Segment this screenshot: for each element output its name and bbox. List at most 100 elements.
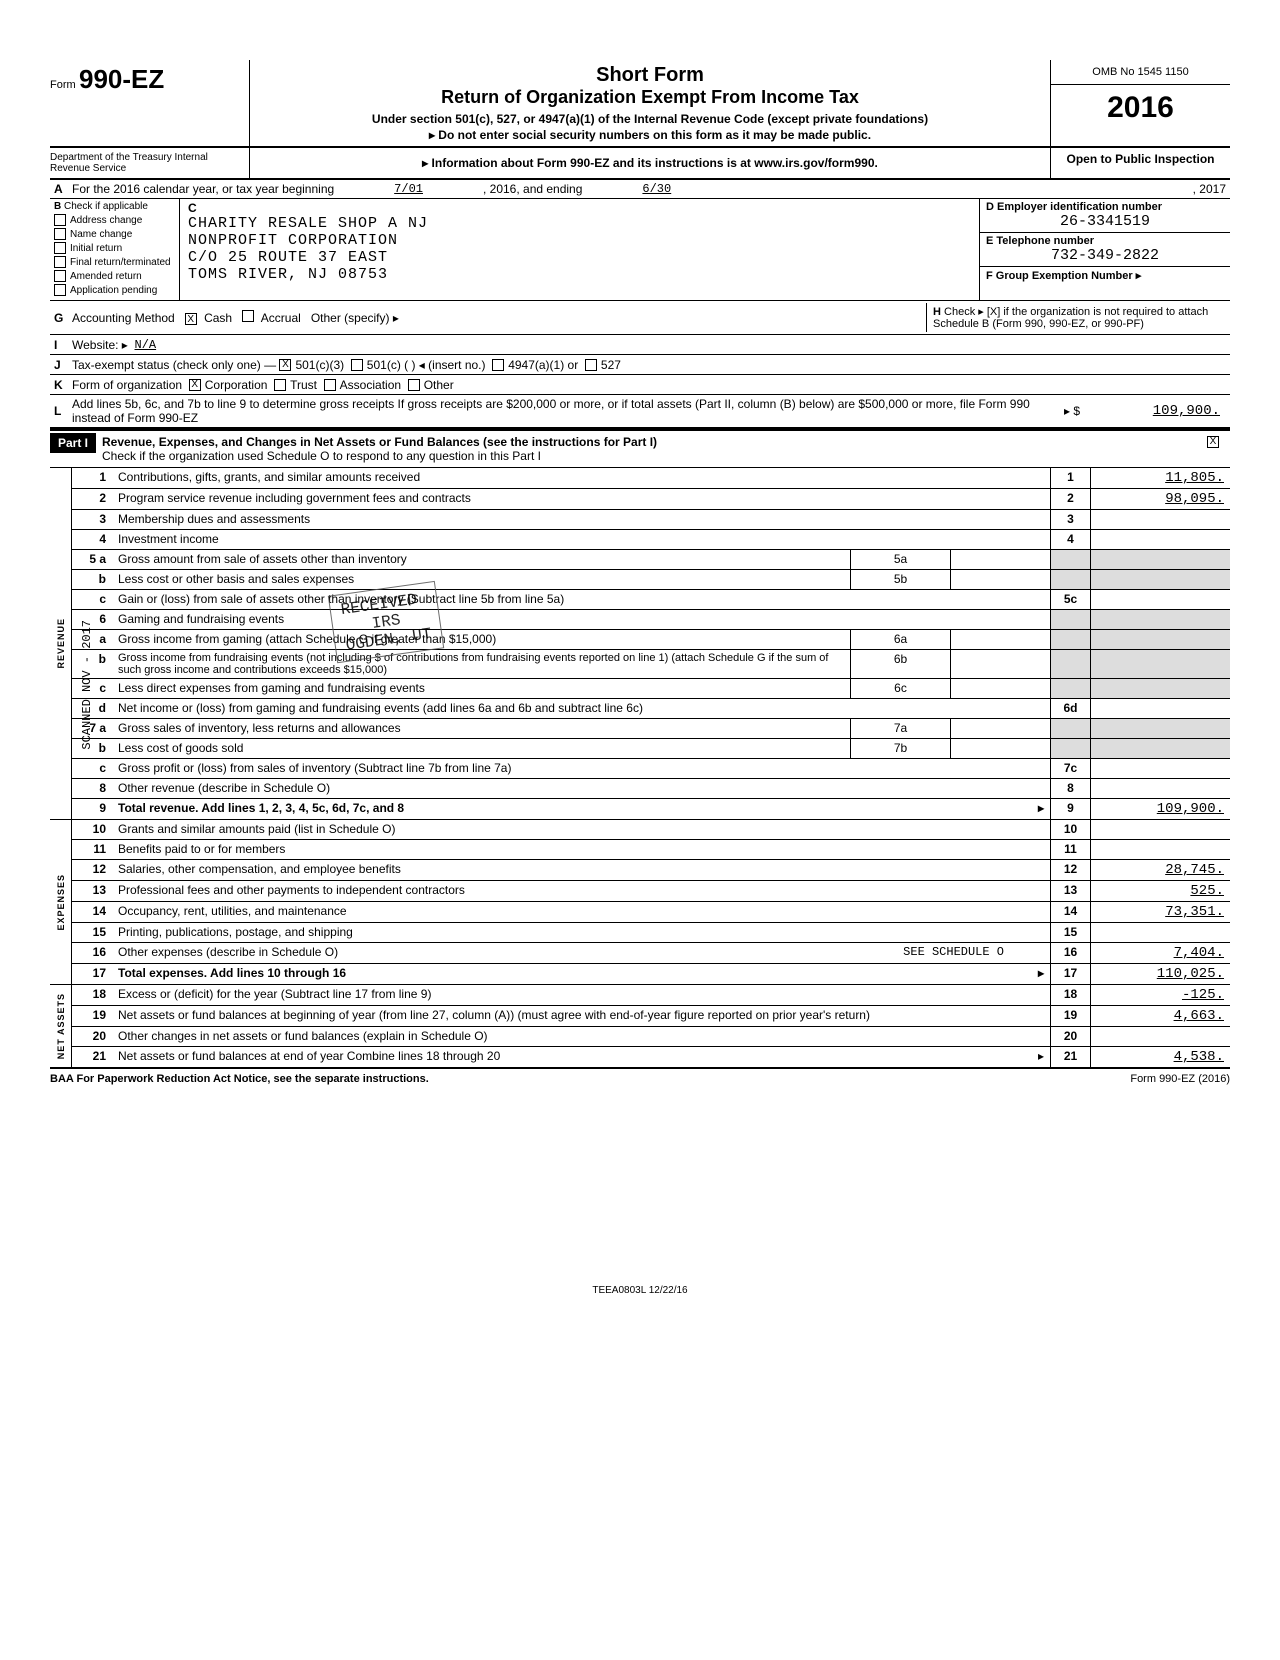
side-expenses: EXPENSES — [56, 874, 66, 931]
row-7b-val — [1090, 739, 1230, 758]
chk-501c[interactable] — [351, 359, 363, 371]
row-7a-num: 7 a — [72, 719, 112, 738]
row-8-desc: Other revenue (describe in Schedule O) — [112, 779, 1050, 798]
row-16-val: 7,404. — [1090, 943, 1230, 963]
g-cash: Cash — [204, 311, 232, 325]
row-2-val: 98,095. — [1090, 489, 1230, 509]
row-21-val: 4,538. — [1090, 1047, 1230, 1067]
info-url: ▸ Information about Form 990-EZ and its … — [250, 148, 1050, 178]
short-form-label: Short Form — [258, 64, 1042, 87]
chk-name-change[interactable] — [54, 228, 66, 240]
row-6b-num2 — [1050, 650, 1090, 678]
form-number: 990-EZ — [79, 64, 164, 94]
b-item-1: Name change — [70, 229, 132, 240]
chk-pending[interactable] — [54, 284, 66, 296]
chk-final[interactable] — [54, 256, 66, 268]
row-10-val — [1090, 820, 1230, 839]
row-13-val: 525. — [1090, 881, 1230, 901]
row-5a-num2 — [1050, 550, 1090, 569]
chk-assoc[interactable] — [324, 379, 336, 391]
row-5c-val — [1090, 590, 1230, 609]
row-9-arrow: ▸ — [1038, 801, 1044, 815]
footer-left: BAA For Paperwork Reduction Act Notice, … — [50, 1073, 429, 1085]
row-1-desc: Contributions, gifts, grants, and simila… — [112, 468, 1050, 488]
header-sub1: Under section 501(c), 527, or 4947(a)(1)… — [258, 112, 1042, 126]
chk-corp[interactable]: X — [189, 379, 201, 391]
row-7a-inner: 7a — [850, 719, 950, 738]
row-5a-inner: 5a — [850, 550, 950, 569]
row-6a-innerval — [950, 630, 1050, 649]
chk-501c3[interactable]: X — [279, 359, 291, 371]
row-14-desc: Occupancy, rent, utilities, and maintena… — [112, 902, 1050, 922]
j-d: 527 — [601, 358, 621, 372]
row-11-desc: Benefits paid to or for members — [112, 840, 1050, 859]
row-1-val: 11,805. — [1090, 468, 1230, 488]
row-6c-desc: Less direct expenses from gaming and fun… — [112, 679, 850, 698]
chk-527[interactable] — [585, 359, 597, 371]
b-label: Check if applicable — [64, 201, 148, 212]
row-1-num2: 1 — [1050, 468, 1090, 488]
row-14-num2: 14 — [1050, 902, 1090, 922]
chk-address-change[interactable] — [54, 214, 66, 226]
row-11-val — [1090, 840, 1230, 859]
row-13-num: 13 — [72, 881, 112, 901]
side-netassets: NET ASSETS — [56, 993, 66, 1059]
k-b: Trust — [290, 378, 317, 392]
row-5a-num: 5 a — [72, 550, 112, 569]
row-11-num2: 11 — [1050, 840, 1090, 859]
row-15-num: 15 — [72, 923, 112, 942]
row-5b-val — [1090, 570, 1230, 589]
ein-value: 26-3341519 — [986, 213, 1224, 230]
row-15-val — [1090, 923, 1230, 942]
h-text: Check ▸ [X] if the organization is not r… — [933, 306, 1208, 330]
row-7b-desc: Less cost of goods sold — [112, 739, 850, 758]
omb-number: OMB No 1545 1150 — [1051, 60, 1230, 85]
j-c: 4947(a)(1) or — [508, 358, 578, 372]
row-2-num2: 2 — [1050, 489, 1090, 509]
row-6-desc: Gaming and fundraising events — [112, 610, 1050, 629]
row-17-val: 110,025. — [1090, 964, 1230, 984]
row-7c-num: c — [72, 759, 112, 778]
row-5a-desc: Gross amount from sale of assets other t… — [112, 550, 850, 569]
row-8-val — [1090, 779, 1230, 798]
chk-4947[interactable] — [492, 359, 504, 371]
row-19-num: 19 — [72, 1006, 112, 1026]
letter-k: K — [54, 378, 72, 392]
row-6b-innerval — [950, 650, 1050, 678]
row-5b-num2 — [1050, 570, 1090, 589]
row-6c-val — [1090, 679, 1230, 698]
chk-trust[interactable] — [274, 379, 286, 391]
form-header: Form 990-EZ Short Form Return of Organiz… — [50, 60, 1230, 148]
row-15-num2: 15 — [1050, 923, 1090, 942]
chk-cash[interactable]: X — [185, 313, 197, 325]
row-5a-innerval — [950, 550, 1050, 569]
row-10-num2: 10 — [1050, 820, 1090, 839]
row-15-desc: Printing, publications, postage, and shi… — [112, 923, 1050, 942]
line-a-label: For the 2016 calendar year, or tax year … — [72, 182, 334, 196]
row-6-val — [1090, 610, 1230, 629]
letter-i: I — [54, 338, 72, 352]
chk-other-org[interactable] — [408, 379, 420, 391]
row-4-val — [1090, 530, 1230, 549]
row-6b-val — [1090, 650, 1230, 678]
chk-amended[interactable] — [54, 270, 66, 282]
row-5b-innerval — [950, 570, 1050, 589]
chk-accrual[interactable] — [242, 310, 254, 322]
row-20-num: 20 — [72, 1027, 112, 1046]
open-public: Open to Public Inspection — [1050, 148, 1230, 178]
row-16-num: 16 — [72, 943, 112, 963]
row-20-desc: Other changes in net assets or fund bala… — [112, 1027, 1050, 1046]
part1-check: Check if the organization used Schedule … — [102, 449, 541, 463]
chk-schedule-o[interactable]: X — [1207, 436, 1219, 448]
row-2-num: 2 — [72, 489, 112, 509]
row-11-num: 11 — [72, 840, 112, 859]
chk-initial[interactable] — [54, 242, 66, 254]
l-arrow: ▸ $ — [1058, 404, 1086, 418]
side-revenue: REVENUE — [56, 618, 66, 669]
letter-j: J — [54, 358, 72, 372]
row-20-num2: 20 — [1050, 1027, 1090, 1046]
footer-right: Form 990-EZ (2016) — [1130, 1073, 1230, 1085]
row-18-desc: Excess or (deficit) for the year (Subtra… — [112, 985, 1050, 1005]
row-8-num: 8 — [72, 779, 112, 798]
k-a: Corporation — [205, 378, 268, 392]
